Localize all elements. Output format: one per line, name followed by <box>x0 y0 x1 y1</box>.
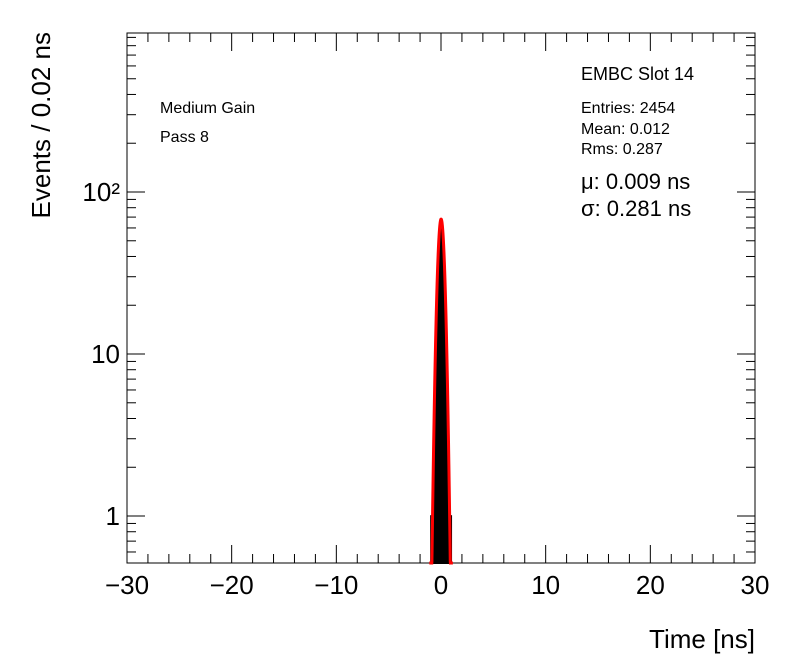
x-tick-label: −10 <box>314 570 358 600</box>
annotation: Entries: 2454 <box>581 100 675 117</box>
annotation: Medium Gain <box>160 100 255 117</box>
annotation: Rms: 0.287 <box>581 141 663 158</box>
y-tick-label: 10² <box>82 177 120 207</box>
annotation: Pass 8 <box>160 129 209 146</box>
annotation: Mean: 0.012 <box>581 121 670 138</box>
x-tick-label: 0 <box>434 570 448 600</box>
x-tick-label: 30 <box>741 570 770 600</box>
y-tick-label: 1 <box>106 501 120 531</box>
plot-area <box>429 217 453 565</box>
annotation: σ: 0.281 ns <box>581 196 691 221</box>
y-tick-label: 10 <box>91 339 120 369</box>
x-axis-label: Time [ns] <box>649 624 755 654</box>
x-tick-label: 10 <box>531 570 560 600</box>
x-tick-label: −30 <box>105 570 149 600</box>
y-axis-label: Events / 0.02 ns <box>26 32 56 218</box>
x-tick-label: 20 <box>636 570 665 600</box>
x-tick-label: −20 <box>210 570 254 600</box>
annotation: EMBC Slot 14 <box>581 64 694 84</box>
fit-curve <box>429 217 453 565</box>
annotation: μ: 0.009 ns <box>581 169 690 194</box>
